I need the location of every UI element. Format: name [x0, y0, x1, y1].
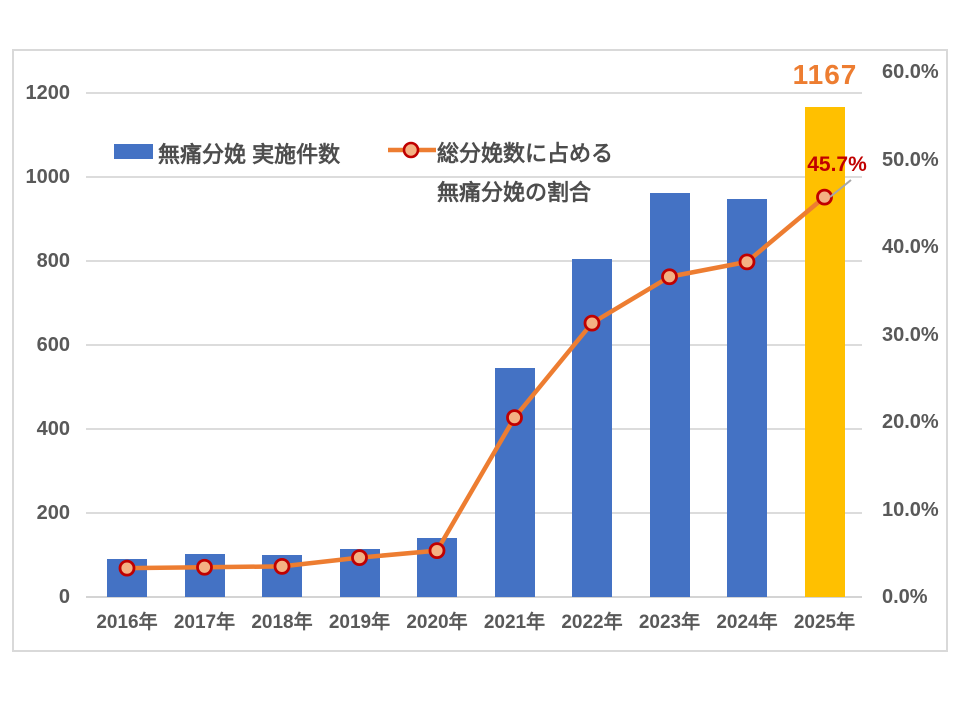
line-value-callout: 45.7% — [807, 153, 867, 176]
bar-value-callout: 1167 — [792, 59, 858, 90]
legend-line-label-line2: 無痛分娩の割合 — [437, 180, 592, 205]
legend-line-label-line1: 総分娩数に占める — [437, 141, 614, 166]
legend-line-marker-icon — [388, 141, 436, 159]
legend-bar-swatch — [114, 144, 153, 159]
legend-line-label: 総分娩数に占める 無痛分娩の割合 — [437, 134, 613, 212]
legend-bar-label: 無痛分娩 実施件数 — [158, 142, 341, 167]
callout-leader-line-icon — [829, 179, 852, 198]
